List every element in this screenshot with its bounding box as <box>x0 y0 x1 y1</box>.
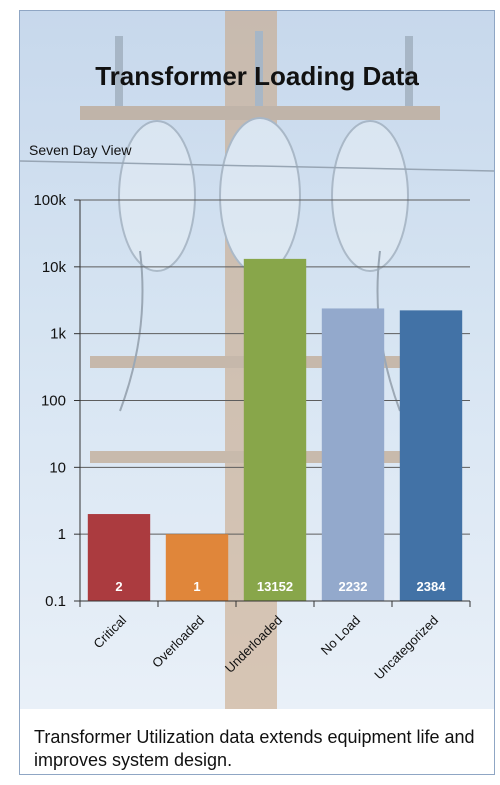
y-tick-label: 100 <box>41 393 66 410</box>
bar-data-label: 1 <box>193 579 200 594</box>
y-tick-label: 1 <box>58 526 66 543</box>
x-tick-label: Underloaded <box>222 613 285 676</box>
y-tick-label: 1k <box>50 326 66 343</box>
bar-data-label: 13152 <box>257 579 293 594</box>
bar <box>321 308 385 601</box>
chart-title: Transformer Loading Data <box>95 61 419 91</box>
x-tick-label: Overloaded <box>149 613 207 671</box>
bar <box>165 534 229 601</box>
x-tick-label: No Load <box>318 613 363 658</box>
bar-data-label: 2232 <box>339 579 368 594</box>
bar-chart: 2 1 13152 2232 2384 0.1 1 10 100 1k 10k 100k Critic… <box>33 192 471 683</box>
chart-subtitle: Seven Day View <box>29 142 132 158</box>
y-tick-label: 0.1 <box>45 593 66 610</box>
y-tick-label: 100k <box>33 192 66 209</box>
bar <box>243 258 307 601</box>
bar-data-label: 2 <box>115 579 122 594</box>
x-tick-label: Uncategorized <box>371 613 441 683</box>
bar <box>399 310 463 601</box>
x-tick-label: Critical <box>90 612 129 651</box>
bar <box>87 514 151 601</box>
chart-panel: Transformer Loading Data Seven Day View … <box>19 10 495 775</box>
y-tick-label: 10 <box>49 459 66 476</box>
caption-text: Transformer Utilization data extends equ… <box>34 727 475 770</box>
bar-data-label: 2384 <box>417 579 447 594</box>
y-tick-label: 10k <box>42 259 67 276</box>
